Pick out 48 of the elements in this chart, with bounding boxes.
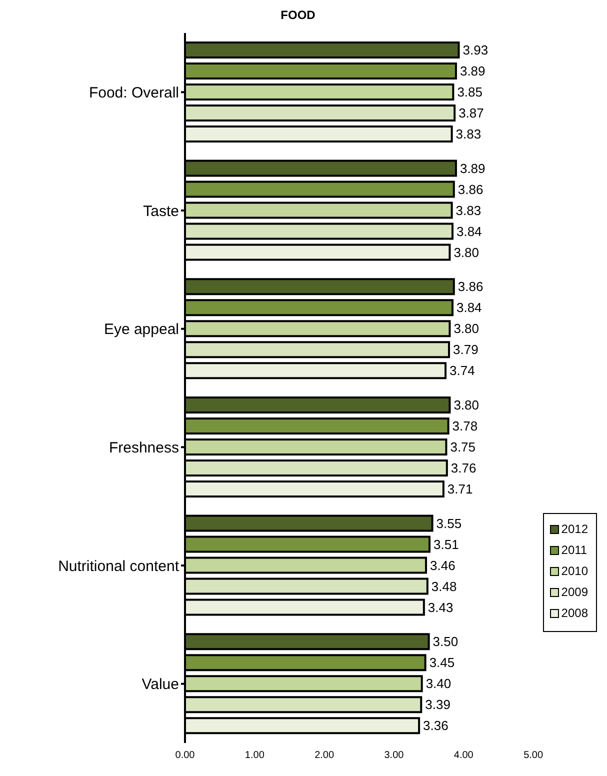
data-label: 3.50 bbox=[432, 634, 458, 650]
y-tick-label: Nutritional content bbox=[58, 558, 180, 575]
y-tick-label: Food: Overall bbox=[88, 84, 179, 102]
data-label: 3.45 bbox=[429, 655, 455, 670]
data-label: 3.87 bbox=[458, 106, 484, 121]
data-label: 3.75 bbox=[450, 440, 476, 455]
data-label: 3.48 bbox=[431, 578, 457, 594]
data-label: 3.78 bbox=[452, 418, 478, 434]
data-label: 3.86 bbox=[458, 279, 484, 294]
y-tick-label: Value bbox=[142, 676, 179, 694]
legend-label: 2008 bbox=[561, 606, 588, 620]
x-tick-label: 4.00 bbox=[454, 750, 474, 762]
chart-title: FOOD bbox=[280, 8, 316, 22]
data-label: 3.79 bbox=[453, 342, 478, 358]
legend-label: 2011 bbox=[561, 543, 588, 557]
y-tick-label: Freshness bbox=[108, 439, 179, 456]
x-tick-label: 3.00 bbox=[384, 750, 404, 762]
legend-label: 2009 bbox=[561, 585, 588, 599]
data-label: 3.40 bbox=[426, 676, 452, 692]
data-label: 3.76 bbox=[450, 460, 476, 476]
data-label: 3.46 bbox=[430, 558, 456, 573]
data-label: 3.43 bbox=[428, 600, 454, 615]
data-label: 3.85 bbox=[457, 84, 482, 100]
data-label: 3.39 bbox=[425, 697, 450, 712]
data-label: 3.84 bbox=[456, 300, 482, 316]
data-label: 3.51 bbox=[434, 536, 459, 552]
legend-label: 2010 bbox=[561, 564, 588, 578]
data-label: 3.55 bbox=[436, 516, 462, 531]
data-label: 3.89 bbox=[460, 64, 486, 79]
data-label: 3.74 bbox=[450, 363, 475, 378]
data-label: 3.80 bbox=[454, 321, 480, 336]
data-label: 3.71 bbox=[447, 482, 473, 497]
x-tick-label: 2.00 bbox=[314, 750, 334, 762]
y-tick-label: Taste bbox=[143, 202, 179, 220]
data-label: 3.80 bbox=[454, 244, 480, 260]
y-tick-label: Eye appeal bbox=[104, 321, 179, 338]
data-label: 3.83 bbox=[456, 126, 482, 142]
data-label: 3.86 bbox=[458, 182, 484, 197]
x-tick-label: 0.00 bbox=[175, 750, 196, 762]
data-label: 3.80 bbox=[454, 398, 480, 413]
data-label: 3.93 bbox=[462, 42, 488, 58]
x-tick-label: 1.00 bbox=[244, 750, 265, 762]
data-label: 3.36 bbox=[423, 718, 448, 734]
legend-label: 2012 bbox=[561, 522, 588, 536]
data-label: 3.89 bbox=[460, 160, 486, 176]
data-label: 3.83 bbox=[456, 202, 482, 218]
x-tick-label: 5.00 bbox=[524, 750, 544, 762]
data-label: 3.84 bbox=[456, 224, 482, 239]
